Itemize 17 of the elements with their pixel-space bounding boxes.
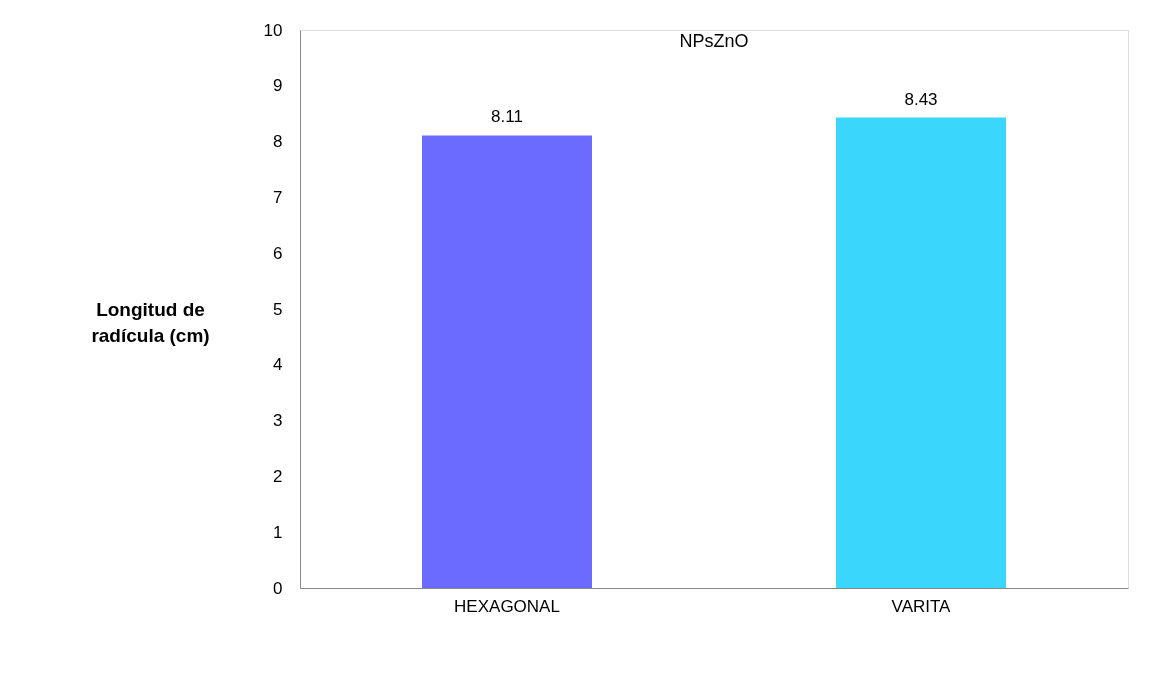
y-tick-label: 0 [273,578,283,598]
y-tick-label: 8 [273,132,283,152]
data-label: 8.11 [491,107,523,127]
y-tick-label: 9 [273,76,283,96]
data-label: 8.43 [904,89,938,109]
x-tick-label: HEXAGONAL [454,596,560,616]
y-tick-label: 4 [273,355,283,375]
y-axis-title: Longitud de radícula (cm) [91,298,210,346]
y-tick-label: 1 [273,522,283,542]
y-tick-label: 7 [273,187,283,207]
chart-title: NPsZnO [679,31,749,51]
y-tick-label: 6 [273,243,283,263]
y-tick-label: 2 [273,466,283,486]
y-tick-label: 10 [263,20,283,40]
y-tick-label: 3 [273,411,283,431]
x-tick-label: VARITA [891,596,952,616]
y-tick-label: 5 [273,299,283,319]
